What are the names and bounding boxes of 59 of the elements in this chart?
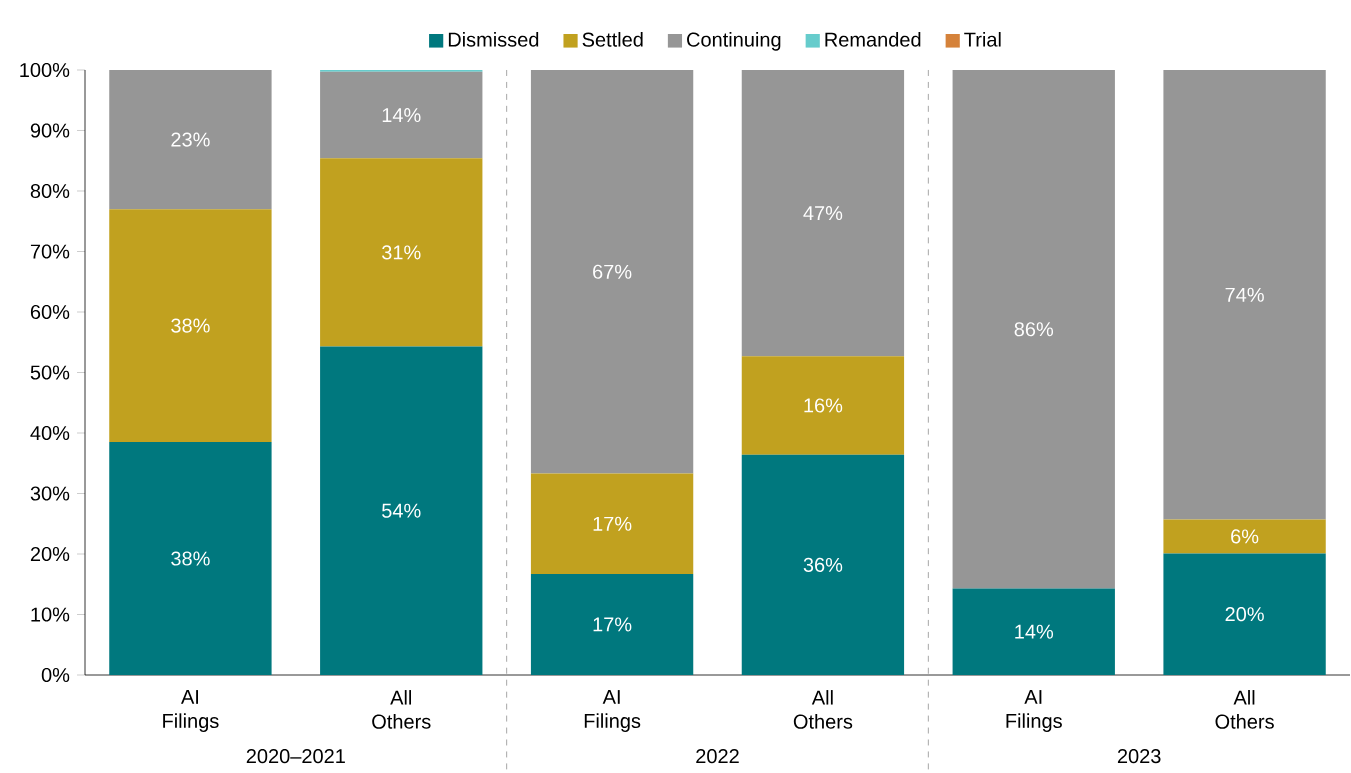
text: 2023 [1117, 749, 1161, 764]
bar [109, 442, 272, 675]
y-tick-label: 90% [30, 123, 70, 138]
data-label: 20% [1225, 607, 1264, 622]
x-tick-label: AI Filings [163, 690, 219, 732]
bar [1163, 553, 1326, 675]
data-label: 36% [803, 557, 843, 572]
bar [1163, 69, 1326, 520]
data-label: 17% [593, 516, 632, 531]
data-label: 31% [381, 245, 421, 260]
data-label: 86% [1014, 322, 1054, 337]
x-tick-label: All Others [1215, 690, 1274, 729]
bar [320, 71, 483, 159]
x-tick-label: AI Filings [584, 690, 641, 732]
text: 2020–2021 [246, 749, 345, 764]
data-label: 23% [171, 132, 210, 147]
bar [530, 473, 694, 574]
data-label: 17% [593, 617, 632, 632]
legend-label: Trial [964, 32, 1001, 47]
bar [1163, 519, 1326, 554]
y-tick-label: 40% [30, 425, 70, 441]
bar [952, 69, 1115, 589]
bar [741, 454, 905, 675]
data-label: 38% [171, 318, 210, 333]
y-tick-label: 80% [30, 183, 70, 199]
bar [320, 346, 483, 675]
legend-label: Dismissed [448, 32, 539, 47]
data-label: 6% [1231, 529, 1259, 544]
bar [109, 209, 272, 443]
data-label: 74% [1225, 287, 1264, 302]
bar [952, 588, 1115, 675]
legend-label: Remanded [825, 32, 921, 47]
bar [320, 158, 483, 347]
text: 2022 [696, 749, 739, 764]
bar [530, 573, 694, 675]
y-tick-label: 0% [41, 667, 70, 683]
data-label: 14% [1015, 624, 1054, 639]
legend-label: Settled [582, 32, 643, 47]
data-label: 16% [804, 398, 843, 413]
x-tick-label: AI Filings [1006, 690, 1062, 732]
bar [741, 69, 905, 357]
x-tick-label: All Others [793, 690, 853, 729]
data-label: 38% [171, 551, 210, 566]
y-tick-label: 100% [20, 62, 70, 78]
bar [741, 356, 905, 455]
y-tick-label: 20% [30, 546, 70, 562]
bar [109, 69, 272, 210]
legend-label: Continuing [687, 32, 781, 51]
y-tick-label: 60% [30, 304, 70, 320]
y-tick-label: 50% [30, 365, 70, 380]
data-label: 47% [803, 206, 843, 221]
data-label: 54% [382, 503, 421, 518]
y-tick-label: 10% [31, 607, 70, 622]
y-tick-label: 30% [30, 486, 70, 501]
y-tick-label: 70% [30, 244, 70, 259]
bar [530, 69, 694, 474]
data-label: 14% [382, 108, 421, 123]
data-label: 67% [593, 264, 632, 279]
x-tick-label: All Others [372, 690, 431, 729]
